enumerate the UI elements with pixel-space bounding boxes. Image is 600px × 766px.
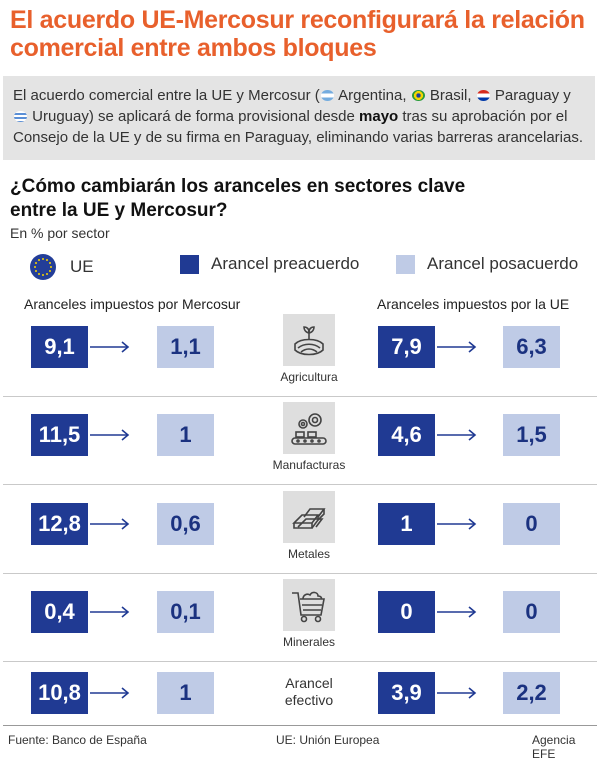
eu-post-value: 1,5 xyxy=(503,414,560,456)
country-argentina: Argentina, xyxy=(338,87,407,104)
row-separator xyxy=(3,573,597,574)
eu-star xyxy=(48,270,51,272)
eu-star xyxy=(46,259,48,262)
eu-star xyxy=(35,262,38,264)
eu-pre-value: 0 xyxy=(378,591,435,633)
mercosur-post-value: 0,6 xyxy=(157,503,214,545)
eu-pre-value: 4,6 xyxy=(378,414,435,456)
eu-post-value: 6,3 xyxy=(503,326,560,368)
legend-post-label: Arancel posacuerdo xyxy=(427,254,579,273)
country-paraguay: Paraguay y xyxy=(494,87,571,104)
eu-star xyxy=(42,258,44,260)
country-brazil: Brasil, xyxy=(429,87,472,104)
category-label: Manufacturas xyxy=(272,458,346,472)
intro-text: El acuerdo comercial entre la UE y Merco… xyxy=(13,87,320,104)
legend-pre: Arancel preacuerdo xyxy=(180,254,359,274)
argentina-flag-icon xyxy=(320,90,334,101)
mercosur-pre-value: 0,4 xyxy=(31,591,88,633)
change-arrow xyxy=(437,518,477,530)
brazil-flag-icon xyxy=(411,90,425,101)
category-label: Metales xyxy=(287,547,331,561)
legend-post: Arancel posacuerdo xyxy=(396,254,578,274)
legend-eu-label: UE xyxy=(70,257,94,276)
intro-text: se aplicará de forma provisional desde xyxy=(93,108,360,125)
metal-bars-icon xyxy=(283,491,335,543)
eu-pre-value: 3,9 xyxy=(378,672,435,714)
mercosur-column-header: Aranceles impuestos por Mercosur xyxy=(24,296,241,312)
eu-star xyxy=(48,262,51,264)
page-title: El acuerdo UE-Mercosur reconfigurará la … xyxy=(10,6,585,62)
mercosur-pre-value: 12,8 xyxy=(31,503,88,545)
legend-post-swatch xyxy=(396,254,415,274)
chart-unit: En % por sector xyxy=(10,225,110,241)
mercosur-post-value: 1,1 xyxy=(157,326,214,368)
eu-star xyxy=(42,274,44,276)
change-arrow xyxy=(90,518,130,530)
change-arrow xyxy=(437,341,477,353)
intro-text: tras su aprobación por el Consejo de la … xyxy=(13,108,584,146)
country-uruguay: Uruguay) xyxy=(32,108,94,125)
change-arrow xyxy=(437,429,477,441)
uruguay-flag-icon xyxy=(14,111,27,122)
mine-cart-icon xyxy=(283,579,335,631)
row-separator xyxy=(3,484,597,485)
eu-flag-icon xyxy=(30,254,56,280)
footer-divider xyxy=(3,725,597,726)
agriculture-icon xyxy=(283,314,335,366)
mercosur-post-value: 0,1 xyxy=(157,591,214,633)
eu-post-value: 2,2 xyxy=(503,672,560,714)
mercosur-pre-value: 9,1 xyxy=(31,326,88,368)
mercosur-post-value: 1 xyxy=(157,672,214,714)
paraguay-flag-icon xyxy=(476,90,490,101)
mercosur-post-value: 1 xyxy=(157,414,214,456)
intro-bold: mayo xyxy=(359,108,399,125)
category-label: Arancel efectivo xyxy=(284,675,334,708)
eu-post-value: 0 xyxy=(503,591,560,633)
eu-star xyxy=(38,259,40,262)
change-arrow xyxy=(90,341,130,353)
footer-source: Fuente: Banco de España xyxy=(8,733,147,747)
eu-star xyxy=(50,266,52,268)
change-arrow xyxy=(90,606,130,618)
change-arrow xyxy=(437,687,477,699)
legend-pre-label: Arancel preacuerdo xyxy=(211,254,360,273)
eu-star xyxy=(46,272,48,275)
eu-star xyxy=(38,272,40,275)
chart-title: ¿Cómo cambiarán los aranceles en sectore… xyxy=(10,176,466,221)
footer-note: UE: Unión Europea xyxy=(276,733,380,747)
row-separator xyxy=(3,396,597,397)
mercosur-pre-value: 11,5 xyxy=(31,414,88,456)
legend-eu: UE xyxy=(30,254,94,280)
category-label: Agricultura xyxy=(280,370,338,384)
category-label: Minerales xyxy=(282,635,336,649)
eu-star xyxy=(34,266,36,268)
change-arrow xyxy=(90,429,130,441)
eu-post-value: 0 xyxy=(503,503,560,545)
factory-icon xyxy=(283,402,335,454)
eu-pre-value: 1 xyxy=(378,503,435,545)
eu-column-header: Aranceles impuestos por la UE xyxy=(377,296,570,312)
eu-pre-value: 7,9 xyxy=(378,326,435,368)
intro-box: El acuerdo comercial entre la UE y Merco… xyxy=(3,76,595,160)
legend-pre-swatch xyxy=(180,254,199,274)
change-arrow xyxy=(90,687,130,699)
eu-star xyxy=(35,270,38,272)
mercosur-pre-value: 10,8 xyxy=(31,672,88,714)
footer-agency: Agencia EFE xyxy=(532,733,576,761)
row-separator xyxy=(3,661,597,662)
change-arrow xyxy=(437,606,477,618)
